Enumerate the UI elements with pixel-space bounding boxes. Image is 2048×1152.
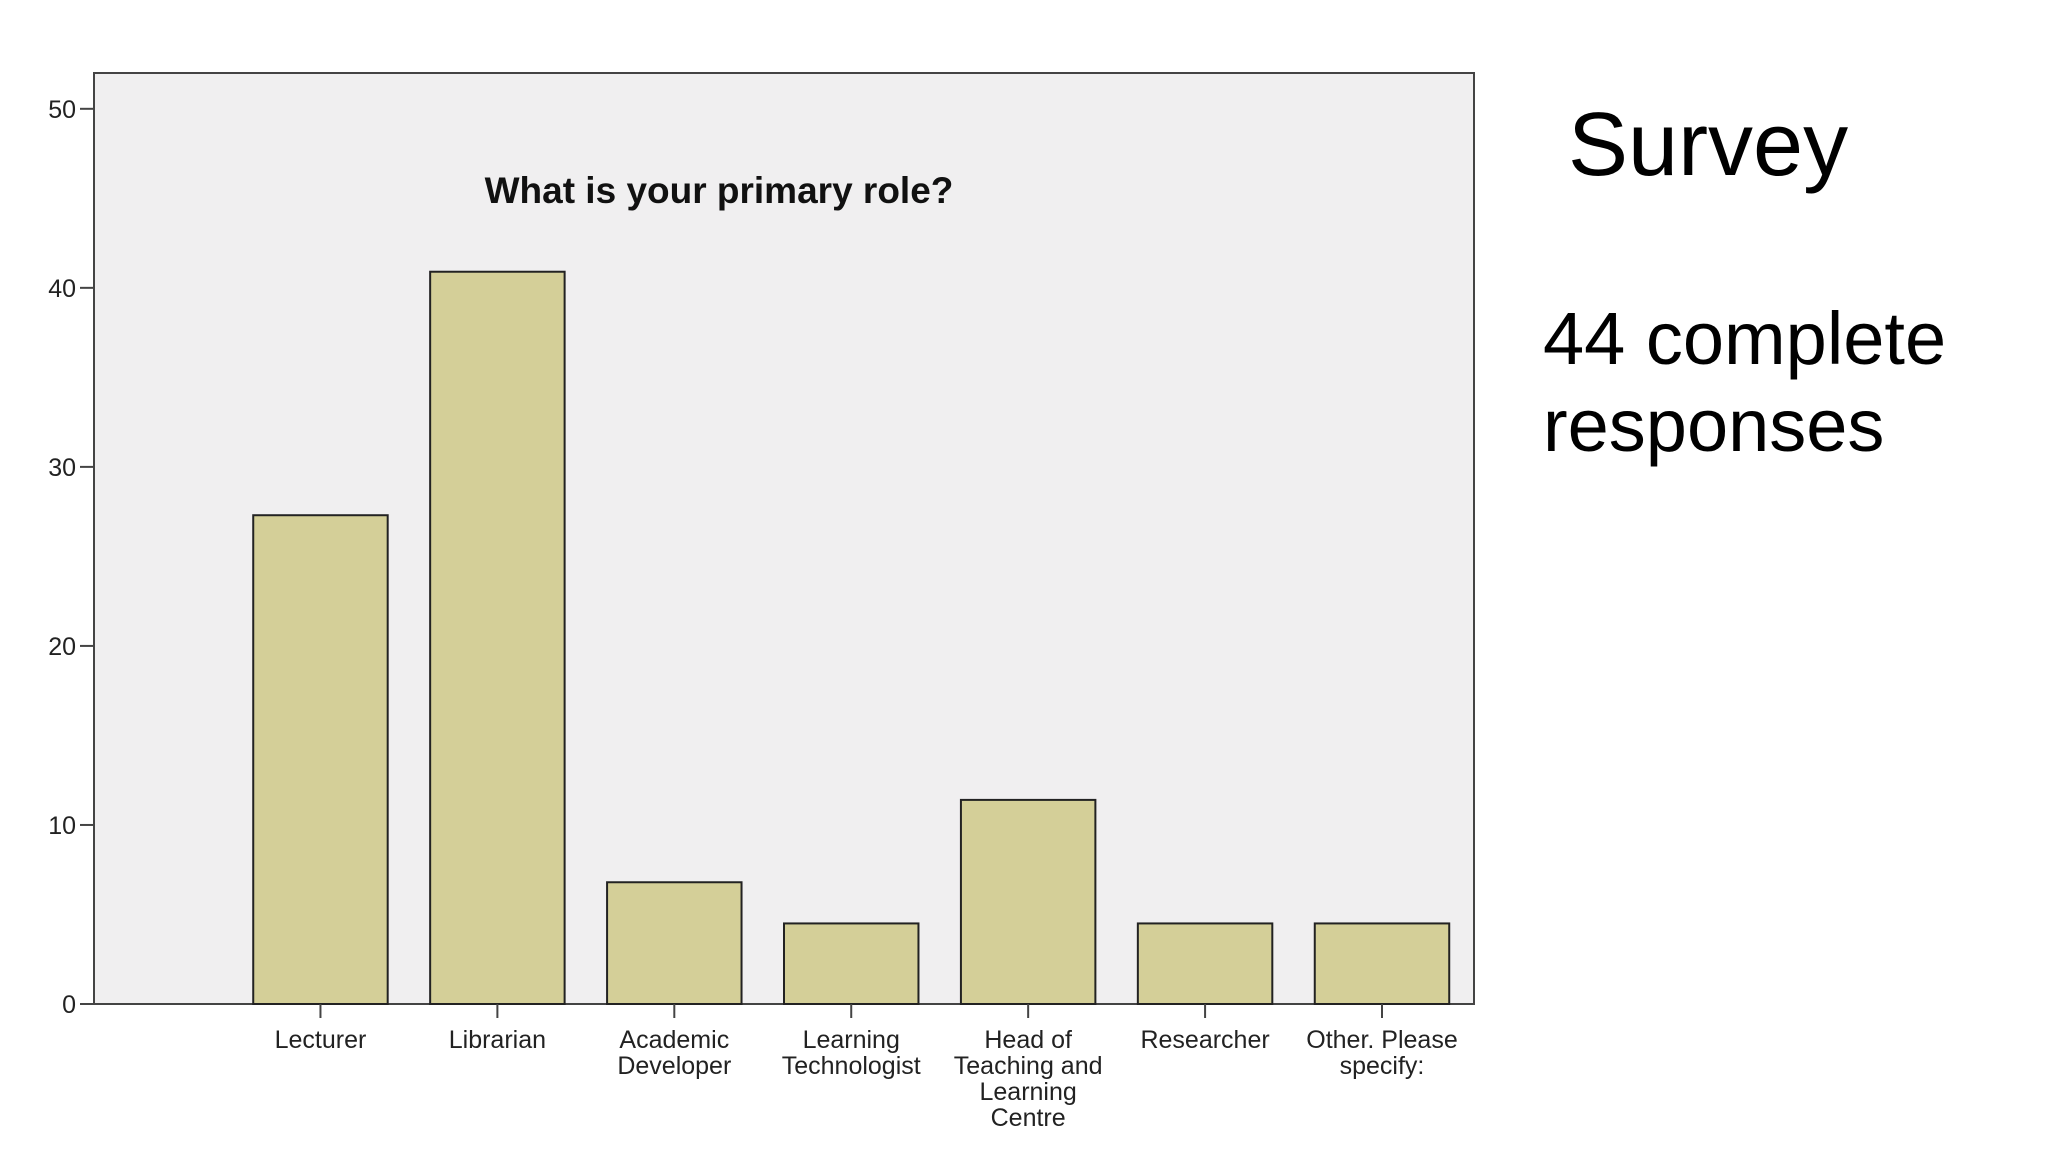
x-category-label: Academic Developer <box>617 1026 731 1080</box>
y-tick-label: 40 <box>48 275 76 303</box>
x-category-label: Librarian <box>449 1026 546 1054</box>
responses-summary: 44 complete responses <box>1543 296 2023 469</box>
y-tick-label: 10 <box>48 812 76 840</box>
summary-line-1: 44 complete <box>1543 297 1947 380</box>
x-category-label: Researcher <box>1140 1026 1269 1054</box>
summary-line-2: responses <box>1543 383 1885 467</box>
bar <box>1313 922 1451 1005</box>
x-category-label: Other. Please specify: <box>1306 1026 1457 1080</box>
y-tick-label: 0 <box>62 991 76 1019</box>
y-tick-label: 20 <box>48 633 76 661</box>
x-category-label: Learning Technologist <box>782 1026 921 1080</box>
bar-chart: What is your primary role? 0 10 20 30 40 50 Le… <box>48 72 1475 1132</box>
chart-title: What is your primary role? <box>485 170 954 211</box>
x-category-label: Lecturer <box>275 1026 367 1054</box>
slide-title: Survey <box>1568 95 1849 195</box>
bar <box>252 514 389 1005</box>
y-tick-label: 50 <box>48 96 76 124</box>
y-tick-label: 30 <box>48 454 76 482</box>
bar <box>606 881 743 1005</box>
bar <box>1136 922 1274 1005</box>
x-category-label: Head of Teaching and Learning Centre <box>954 1026 1103 1132</box>
bar <box>429 270 566 1006</box>
bar <box>783 922 920 1005</box>
bar <box>959 798 1097 1006</box>
